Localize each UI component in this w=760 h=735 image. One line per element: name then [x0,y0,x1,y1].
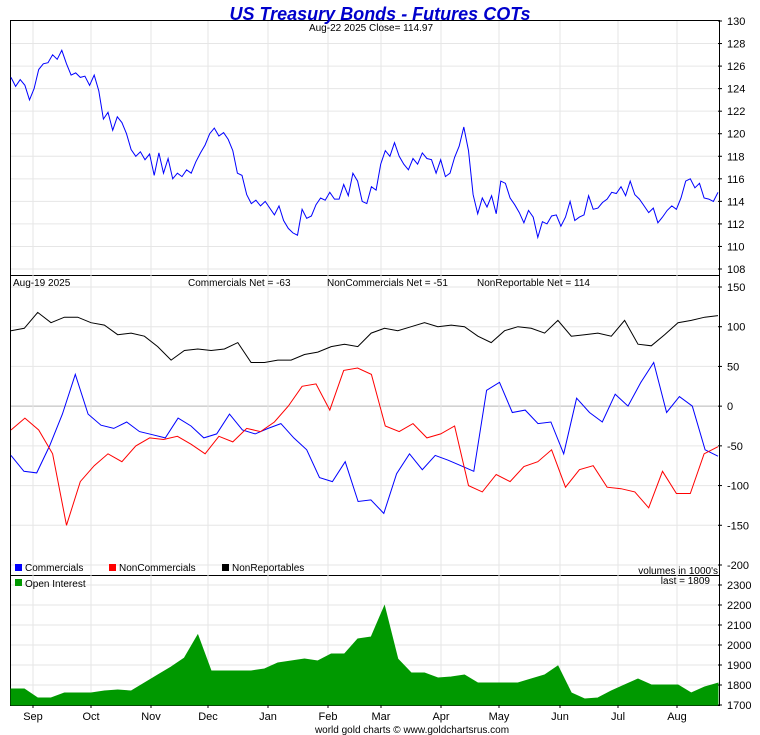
chart-title: US Treasury Bonds - Futures COTs [229,4,530,24]
y-tick-label: 110 [727,241,745,253]
x-tick-label: Feb [319,711,338,723]
y-tick-label: 2000 [727,640,751,652]
commercials-net-label: Commercials Net = -63 [188,278,291,289]
price-series [10,49,719,240]
legend-swatch-noncommercials [109,564,116,571]
x-tick-label: Sep [23,711,43,723]
y-tick-label: 122 [727,106,745,118]
x-tick-label: Jul [611,711,625,723]
legend-label-commercials: Commercials [25,563,83,574]
open-interest-last: last = 1809 [661,576,711,587]
cot-series [10,311,719,526]
y-tick-label: 124 [727,84,745,96]
x-tick-label: Jan [259,711,277,723]
x-tick-label: Mar [372,711,391,723]
y-tick-label: 114 [727,196,745,208]
nonreportable-net-label: NonReportable Net = 114 [477,278,590,289]
y-tick-label: 0 [727,401,733,413]
x-tick-label: Oct [82,711,99,723]
nonreportables-line [10,311,719,363]
legend-swatch-commercials [15,564,22,571]
volumes-note: volumes in 1000's [638,566,718,577]
x-tick-label: Aug [667,711,687,723]
legend-label-noncommercials: NonCommercials [119,563,196,574]
y-tick-label: 150 [727,282,745,294]
open-interest-area [10,604,719,706]
y-tick-label: -200 [727,560,749,572]
y-tick-label: 1900 [727,660,751,672]
price-line [10,49,719,240]
x-tick-label: Jun [551,711,569,723]
y-tick-label: 120 [727,129,745,141]
y-tick-label: 108 [727,264,745,276]
y-tick-label: 116 [727,174,745,186]
y-tick-label: 126 [727,61,745,73]
y-tick-label: 112 [727,219,745,231]
cot-date-label: Aug-19 2025 [13,278,71,289]
y-tick-label: 1700 [727,700,751,712]
y-tick-label: 100 [727,322,745,334]
noncommercials-net-label: NonCommercials Net = -51 [327,278,448,289]
commercials-line [10,361,719,515]
noncommercials-line [10,367,719,526]
y-tick-label: 2100 [727,620,751,632]
y-tick-label: 1800 [727,680,751,692]
x-tick-label: Dec [198,711,218,723]
legend-swatch-nonreportables [222,564,229,571]
y-tick-label: 2300 [727,580,751,592]
legend-label-nonreportables: NonReportables [232,563,304,574]
y-tick-label: -100 [727,481,749,493]
x-tick-label: May [489,711,510,723]
y-tick-label: 118 [727,151,745,163]
cot-panel-frame [10,275,720,576]
x-tick-label: Nov [141,711,161,723]
tick-labels: 108 110 112 114 116 118 120 122 124 126 128 130 -200… [23,16,751,723]
y-tick-label: -50 [727,441,743,453]
y-tick-label: 128 [727,39,745,51]
y-tick-label: 50 [727,361,739,373]
open-interest-series [10,604,719,706]
x-tick-label: Apr [432,711,449,723]
price-subtitle: Aug-22 2025 Close= 114.97 [309,23,434,34]
grid [11,21,718,705]
y-tick-label: 130 [727,16,745,28]
price-panel-frame [10,20,720,276]
y-tick-label: -150 [727,520,749,532]
y-tick-label: 2200 [727,600,751,612]
footer-credit: world gold charts © www.goldchartsrus.co… [314,725,509,735]
legend-swatch-open-interest [15,579,22,586]
legend-label-open-interest: Open Interest [25,579,86,590]
